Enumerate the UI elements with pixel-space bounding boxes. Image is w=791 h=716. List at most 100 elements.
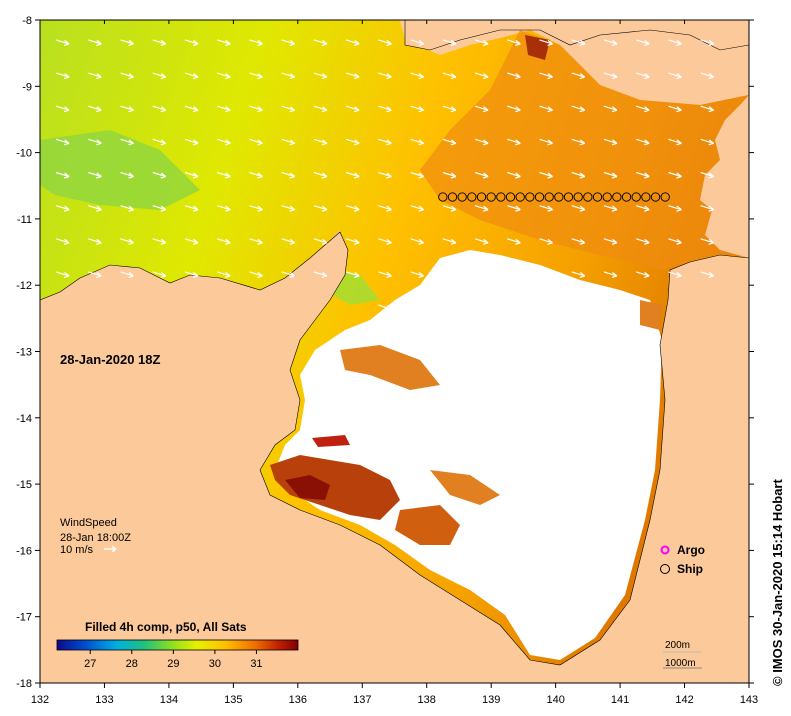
colorbar-ticks: 27 28 29 30 31 [84,650,263,670]
wind-arrow [636,72,650,80]
lat-tick-label: -12 [16,280,32,292]
wind-arrow [474,271,489,279]
wind-arrow [152,171,167,179]
ship-observation [525,192,535,202]
wind-arrow [507,205,521,212]
wind-arrow [217,39,231,46]
wind-arrow [217,171,231,179]
wind-arrow [88,171,102,179]
wind-arrow [88,105,102,113]
wind-arrow [378,238,392,245]
wind-arrow [217,205,231,212]
wind-arrow [55,238,70,245]
ship-observation [447,192,458,202]
wind-arrow [55,138,70,146]
wind-arrow [668,72,682,80]
sst-warm-patch-2 [395,505,460,545]
lon-tick-label: 136 [289,694,307,706]
wind-arrow [539,72,553,80]
wind-arrow [603,238,618,245]
ship-observation [612,192,622,202]
lon-tick-label: 132 [31,694,49,706]
ship-observation [476,192,487,202]
wind-arrow [217,238,231,245]
wind-arrow [249,105,263,113]
wind-arrow [345,138,360,146]
wind-arrow [281,105,296,113]
wind-arrow [249,72,263,80]
sst-hot-core [285,475,330,500]
wind-arrow [55,105,70,113]
ship-observation [505,192,516,202]
wind-arrow [410,238,424,245]
wind-arrow [603,105,618,113]
ship-observation [602,192,612,202]
wind-arrow [700,72,715,80]
coastline-top-end [40,231,749,683]
colorbar-tick-label: 31 [250,658,262,670]
wind-arrow [571,39,586,46]
date-label: 28-Jan-2020 18Z [60,352,161,367]
wind-arrow [539,238,553,245]
ship-track [438,192,670,202]
wind-arrow [378,304,392,312]
ship-observation [496,192,506,202]
wind-arrow [571,271,586,279]
wind-arrow [700,105,715,113]
ship-observation [621,192,632,202]
wind-arrow [636,238,650,245]
lat-tick-label: -15 [16,479,32,491]
wind-arrow [410,72,424,80]
argo-icon [660,545,670,555]
wind-arrow [507,238,521,245]
wind-arrow [442,105,457,113]
lon-tick-label: 138 [418,694,436,706]
wind-scale-arrow [104,545,117,553]
wind-arrow [217,105,231,113]
wind-arrow [571,205,586,212]
wind-arrow [313,138,328,146]
wind-arrow [474,138,489,146]
wind-arrow [152,238,167,245]
wind-arrow [120,238,134,245]
wind-arrow [668,271,682,279]
wind-arrow [120,171,134,179]
ship-observation [515,192,525,202]
ship-observation [583,192,593,202]
wind-legend-scale: 10 m/s [60,544,94,556]
wind-arrow [700,238,715,245]
wind-arrow [249,271,263,279]
wind-arrow [55,171,70,179]
ship-observation [641,192,651,202]
wind-arrow [249,39,263,46]
wind-arrow [88,271,102,279]
lat-tick-label: -8 [22,15,32,27]
wind-arrow [184,72,199,80]
colorbar-tick-label: 27 [84,658,96,670]
ship-observation [534,192,545,202]
lat-tick-label: -17 [16,612,32,624]
wind-arrow [474,205,489,212]
sst-warm-region [420,30,749,270]
wind-arrow [410,271,424,279]
wind-arrow [539,271,553,279]
wind-arrow [378,138,392,146]
wind-arrow [313,171,328,179]
ship-observation [563,192,574,202]
wind-arrow [539,205,553,212]
ship-observation [438,192,448,202]
lon-tick-label: 139 [482,694,500,706]
wind-arrow [539,105,553,113]
wind-arrow [474,238,489,245]
wind-arrow [668,39,682,46]
wind-arrow [184,171,199,179]
wind-arrow [281,72,296,80]
lon-tick-label: 140 [546,694,564,706]
wind-arrow [507,39,521,46]
wind-arrow [378,39,392,46]
wind-arrow [378,271,392,279]
lat-tick-label: -10 [16,148,32,160]
wind-arrow [442,72,457,80]
ship-observation [486,192,496,202]
